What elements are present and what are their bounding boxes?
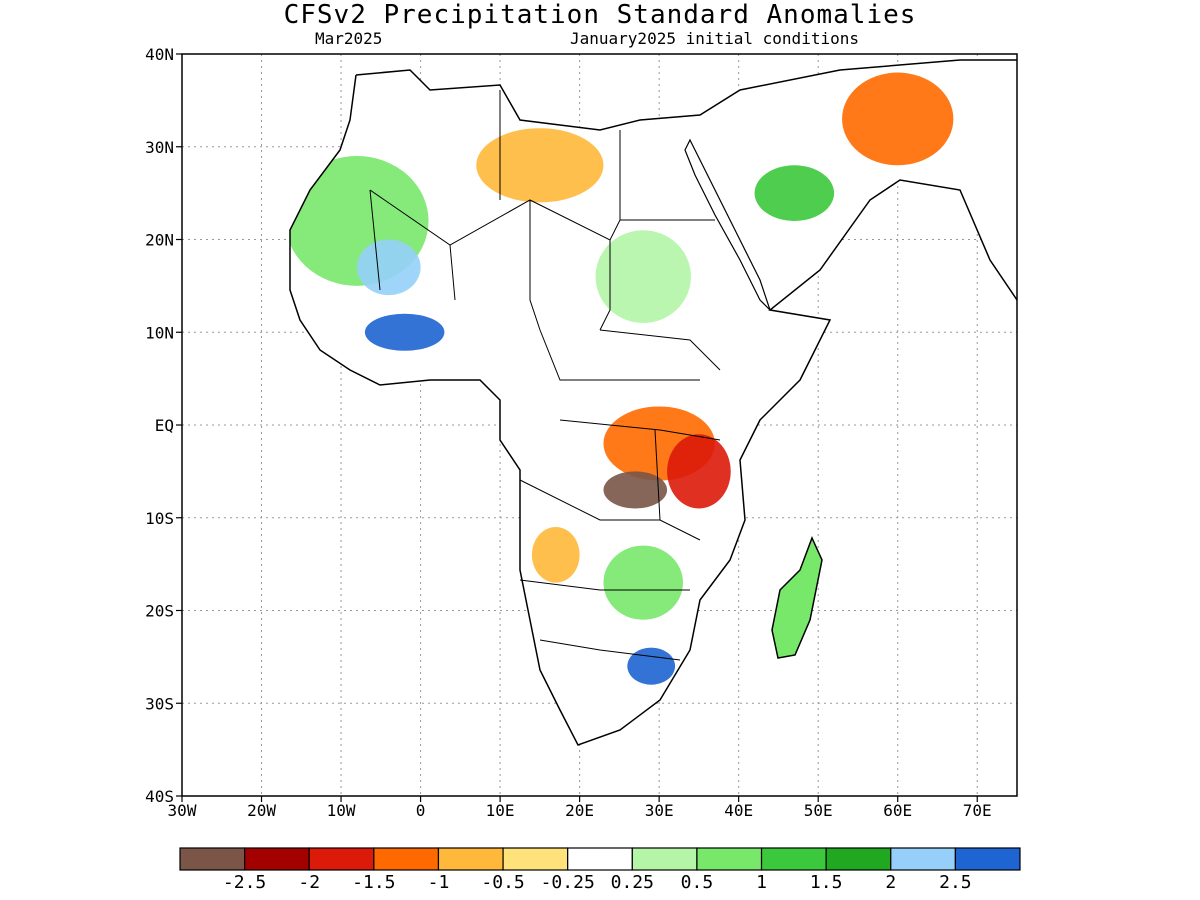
madagascar [771, 536, 823, 659]
anomaly-region-egypt-sudan [595, 230, 691, 323]
colorbar-label: 2 [885, 872, 896, 893]
lat-tick-label: 30S [145, 694, 174, 713]
colorbar-label: -1 [428, 872, 450, 893]
anomaly-region-libya [476, 128, 604, 203]
colorbar-swatch [696, 847, 763, 871]
colorbar-swatch [308, 847, 375, 871]
lon-tick-label: 10W [327, 801, 356, 820]
lon-tick-label: 50E [804, 801, 833, 820]
africa-coastline [289, 59, 1017, 746]
lon-tick-label: 20E [565, 801, 594, 820]
colorbar-swatch [567, 847, 633, 871]
lon-tick-label: 10E [486, 801, 515, 820]
colorbar-swatch [760, 847, 827, 871]
lat-tick-label: 10N [145, 323, 174, 342]
colorbar-swatch [179, 847, 246, 871]
lon-tick-label: 40E [724, 801, 753, 820]
colorbar-swatch [890, 847, 956, 871]
lon-tick-label: 30E [645, 801, 674, 820]
lat-tick-label: 10S [145, 509, 174, 528]
africa-land-base [290, 60, 1017, 745]
anomaly-region-south-africa-blue [627, 647, 676, 685]
colorbar-swatch [437, 847, 504, 871]
lon-tick-label: 60E [883, 801, 912, 820]
lat-tick-label: 20S [145, 602, 174, 621]
lat-tick-label: 40S [145, 787, 174, 806]
anomaly-region-angola-orange [531, 527, 580, 583]
init-conditions-label: January2025 initial conditions [570, 29, 859, 48]
lat-tick-label: 20N [145, 231, 174, 250]
colorbar-swatch [244, 847, 310, 871]
colorbar-swatch [631, 847, 698, 871]
lat-tick-label: EQ [155, 416, 174, 435]
anomaly-region-mali-blue [356, 239, 421, 296]
red-sea [684, 138, 771, 311]
anomaly-region-congo-brown [603, 471, 668, 509]
anomaly-region-zambia-green [603, 545, 683, 620]
valid-month-label: Mar2025 [315, 29, 383, 48]
lon-tick-label: 70E [963, 801, 992, 820]
colorbar-swatch [825, 847, 892, 871]
lat-tick-label: 40N [145, 45, 174, 64]
lon-tick-label: 30W [168, 801, 197, 820]
colorbar-label: 1.5 [810, 872, 843, 893]
anomaly-region-iran [842, 72, 954, 166]
colorbar-label: -0.25 [541, 872, 595, 893]
lat-tick-label: 30N [145, 138, 174, 157]
colorbar-label: -2.5 [223, 872, 266, 893]
anomaly-region-west-africa-blue [364, 313, 445, 351]
axis-ticks: 30W 20W 10W 0 10E 20E 30E 40E 50E 60E 70E 40N 30N 20N… [145, 45, 992, 820]
colorbar-label: 0.5 [681, 872, 714, 893]
lon-tick-label: 20W [247, 801, 276, 820]
colorbar-label: 2.5 [939, 872, 972, 893]
colorbar-label: 0.25 [611, 872, 654, 893]
colorbar-label: -0.5 [481, 872, 524, 893]
colorbar-swatch [373, 847, 440, 871]
country-borders [369, 90, 721, 661]
colorbar-label: -1.5 [352, 872, 395, 893]
lon-tick-label: 0 [416, 801, 426, 820]
anomaly-region-east-africa-red [667, 434, 731, 509]
anomaly-region-arabia-green [754, 165, 835, 221]
colorbar-label: -2 [298, 872, 320, 893]
colorbar-swatch [502, 847, 569, 871]
anomaly-fields [290, 72, 954, 685]
map-title: CFSv2 Precipitation Standard Anomalies [283, 0, 917, 30]
colorbar-swatch [954, 847, 1021, 871]
colorbar-label: 1 [756, 872, 767, 893]
colorbar: -2.5 -2 -1.5 -1 -0.5 -0.25 0.25 0.5 1 1.5 2 2.5 [179, 847, 1021, 893]
